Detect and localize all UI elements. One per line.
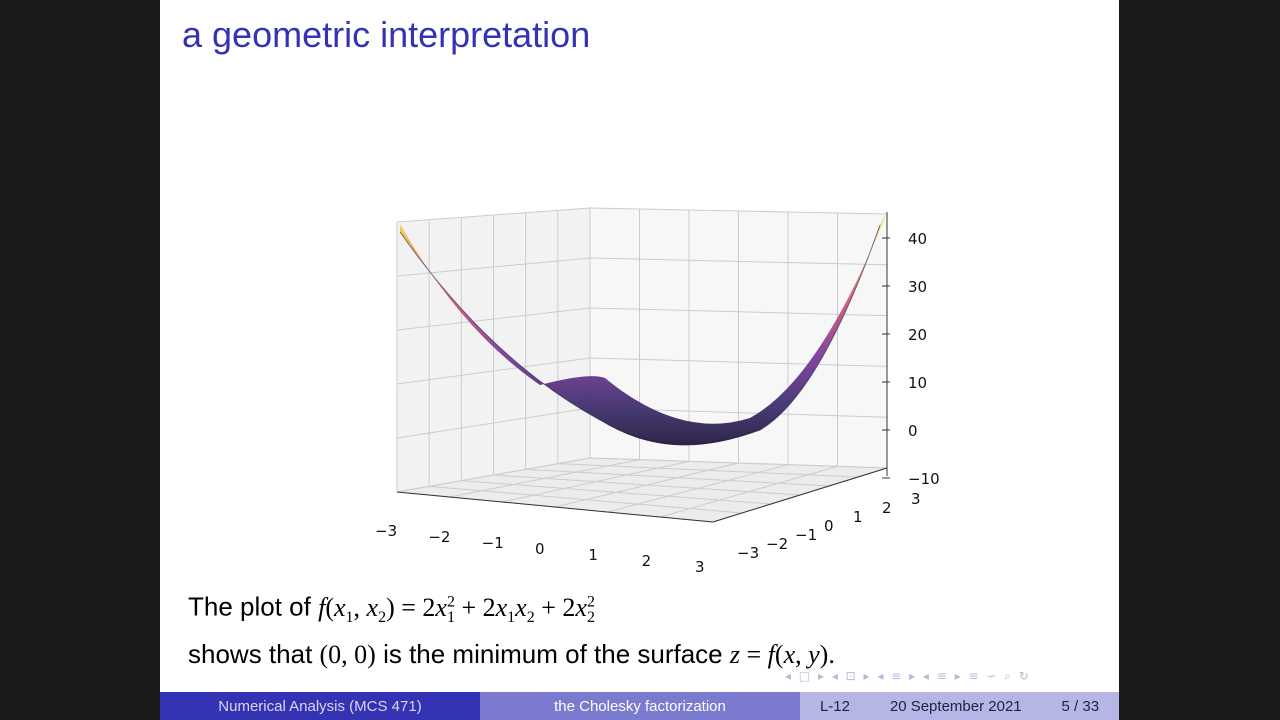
y-tick-label: 1 — [853, 508, 863, 526]
right-letterbox — [1119, 0, 1280, 720]
slide: a geometric interpretation — [160, 0, 1119, 720]
z-axis-ticks: −10 0 10 20 30 40 — [882, 230, 940, 488]
z-tick-label: 0 — [908, 422, 918, 440]
footer-topic: the Cholesky factorization — [480, 692, 800, 720]
y-tick-label: −1 — [795, 526, 817, 544]
footer-info: L-12 20 September 2021 5 / 33 — [800, 692, 1119, 720]
caption-line-1: The plot of f(x1, x2) = 2x21 + 2x1x2 + 2… — [188, 584, 835, 636]
z-tick-label: −10 — [908, 470, 940, 488]
minimum-point: (0, 0) — [319, 639, 376, 669]
x-tick-label: 2 — [642, 552, 652, 570]
caption-text-a: shows that — [188, 638, 320, 669]
x-tick-label: 3 — [695, 558, 705, 576]
x-tick-label: −1 — [482, 534, 504, 552]
z-tick-label: 20 — [908, 326, 927, 344]
z-tick-label: 10 — [908, 374, 927, 392]
y-axis-ticks: −3 −2 −1 0 1 2 3 — [737, 490, 921, 562]
z-tick-label: 30 — [908, 278, 927, 296]
y-tick-label: 2 — [882, 499, 892, 517]
caption-text-b: is the minimum of the surface — [375, 638, 730, 669]
y-tick-label: −3 — [737, 544, 759, 562]
footer-page: 5 / 33 — [1061, 697, 1100, 715]
x-tick-label: −3 — [375, 522, 397, 540]
footer-course: Numerical Analysis (MCS 471) — [160, 692, 480, 720]
pane-edges — [396, 212, 888, 523]
footer-date: 20 September 2021 — [889, 697, 1022, 715]
y-tick-label: −2 — [766, 535, 788, 553]
footer-lecture: L-12 — [819, 697, 850, 715]
left-letterbox — [0, 0, 160, 720]
y-tick-label: 3 — [911, 490, 921, 508]
beamer-navigation[interactable]: ◂ □ ▸ ◂ ⊡ ▸ ◂ ≡ ▸ ◂ ≡ ▸ ≡ ∽ ⌕ ↻ — [785, 669, 1031, 683]
slide-title: a geometric interpretation — [182, 14, 591, 55]
surface-equation: z = f(x, y). — [729, 639, 835, 669]
footer: Numerical Analysis (MCS 471) the Cholesk… — [160, 692, 1119, 720]
function-formula: f(x1, x2) = 2x21 + 2x1x2 + 2x22 — [318, 592, 595, 626]
caption-line-2: shows that (0, 0) is the minimum of the … — [188, 636, 835, 673]
caption: The plot of f(x1, x2) = 2x21 + 2x1x2 + 2… — [188, 584, 835, 673]
y-tick-label: 0 — [824, 517, 834, 535]
x-tick-label: 0 — [535, 540, 545, 558]
z-tick-label: 40 — [908, 230, 927, 248]
x-tick-label: −2 — [428, 528, 450, 546]
x-axis-ticks: −3 −2 −1 0 1 2 3 — [375, 522, 705, 576]
x-tick-label: 1 — [588, 546, 598, 564]
caption-text: The plot of — [188, 591, 319, 622]
